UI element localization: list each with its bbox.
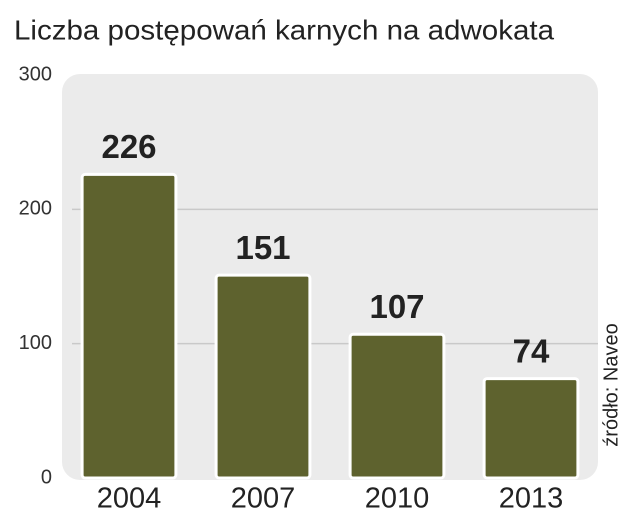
- chart-title: Liczba postępowań karnych na adwokata: [14, 14, 554, 45]
- value-label: 226: [101, 128, 156, 165]
- x-tick-label: 2013: [499, 483, 564, 515]
- value-label: 107: [369, 288, 424, 325]
- y-tick-label: 200: [19, 198, 52, 220]
- x-tick-label: 2004: [97, 483, 162, 515]
- x-tick-label: 2007: [231, 483, 296, 515]
- x-tick-label: 2010: [365, 483, 430, 515]
- value-label: 151: [235, 229, 290, 266]
- bar: [482, 377, 580, 480]
- y-tick-label: 100: [19, 332, 52, 354]
- bar: [80, 172, 178, 480]
- bar: [214, 273, 312, 480]
- value-label: 74: [513, 332, 550, 369]
- source: źródło: Naveo: [600, 323, 622, 446]
- plot-background: [62, 74, 598, 480]
- y-tick-label: 300: [19, 63, 52, 85]
- y-tick-label: 0: [41, 466, 52, 488]
- bar: [348, 332, 446, 480]
